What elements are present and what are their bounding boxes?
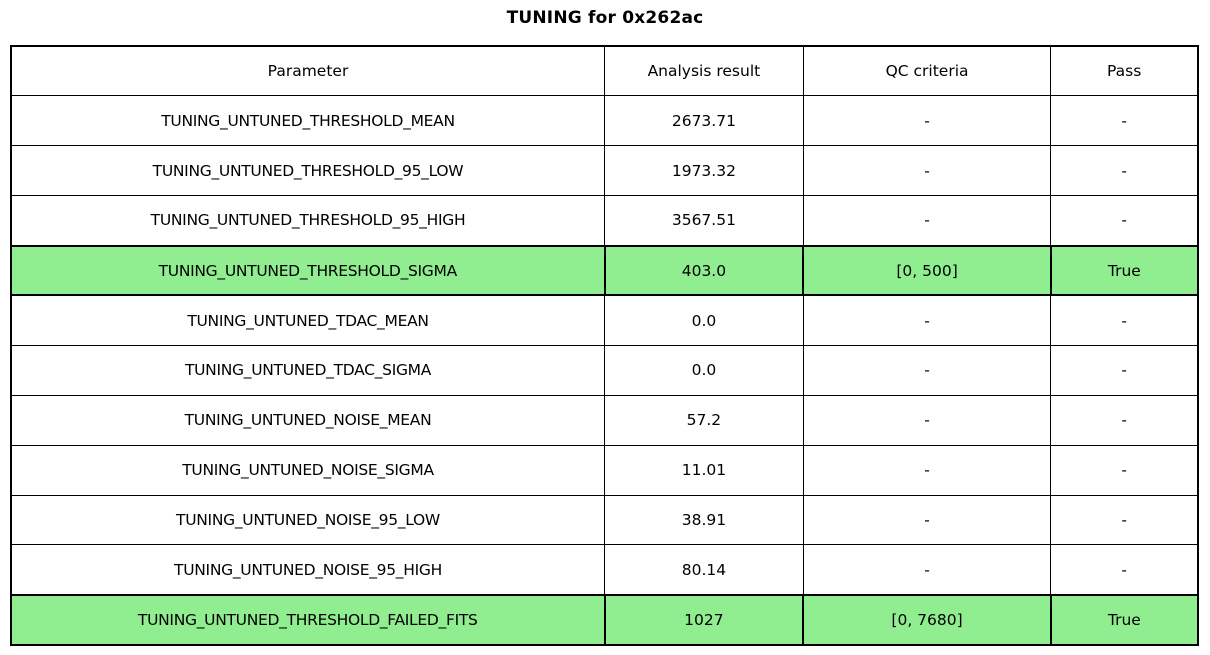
pass-cell: -: [1050, 494, 1199, 546]
analysis-result-cell: 3567.51: [604, 195, 804, 247]
column-header-pass: Pass: [1050, 45, 1199, 97]
qc-criteria-cell: [0, 7680]: [802, 593, 1052, 646]
parameter-cell: TUNING_UNTUNED_THRESHOLD_95_HIGH: [10, 195, 605, 247]
pass-cell: True: [1049, 244, 1200, 297]
parameter-cell: TUNING_UNTUNED_NOISE_MEAN: [10, 394, 605, 446]
table-row: TUNING_UNTUNED_THRESHOLD_95_HIGH 3567.51…: [10, 195, 1199, 247]
pass-cell: -: [1050, 95, 1199, 147]
header-row: Parameter Analysis result QC criteria Pa…: [10, 45, 1199, 97]
parameter-cell: TUNING_UNTUNED_NOISE_SIGMA: [10, 444, 605, 496]
pass-cell: -: [1050, 145, 1199, 197]
analysis-result-cell: 1027: [603, 593, 805, 646]
qc-criteria-cell: -: [802, 544, 1052, 596]
table-row: TUNING_UNTUNED_NOISE_95_HIGH 80.14 - -: [10, 544, 1199, 596]
pass-cell: -: [1050, 444, 1199, 496]
table-header: Parameter Analysis result QC criteria Pa…: [10, 45, 1199, 97]
table-body: TUNING_UNTUNED_THRESHOLD_MEAN 2673.71 - …: [10, 95, 1200, 646]
pass-cell: -: [1050, 344, 1199, 396]
table-row: TUNING_UNTUNED_THRESHOLD_SIGMA 403.0 [0,…: [10, 244, 1200, 297]
qc-criteria-cell: [0, 500]: [802, 244, 1052, 297]
qc-table: Parameter Analysis result QC criteria Pa…: [10, 45, 1200, 646]
analysis-result-cell: 0.0: [604, 344, 804, 396]
table-row: TUNING_UNTUNED_THRESHOLD_MEAN 2673.71 - …: [10, 95, 1199, 147]
analysis-result-cell: 2673.71: [604, 95, 804, 147]
analysis-result-cell: 80.14: [604, 544, 804, 596]
qc-criteria-cell: -: [802, 494, 1052, 546]
qc-criteria-cell: -: [802, 95, 1052, 147]
table-row: TUNING_UNTUNED_NOISE_MEAN 57.2 - -: [10, 394, 1199, 446]
pass-cell: True: [1049, 593, 1200, 646]
column-header-qc-criteria: QC criteria: [802, 45, 1052, 97]
parameter-cell: TUNING_UNTUNED_THRESHOLD_MEAN: [10, 95, 605, 147]
analysis-result-cell: 11.01: [604, 444, 804, 496]
analysis-result-cell: 0.0: [604, 294, 804, 346]
analysis-result-cell: 403.0: [603, 244, 805, 297]
parameter-cell: TUNING_UNTUNED_NOISE_95_LOW: [10, 494, 605, 546]
parameter-cell: TUNING_UNTUNED_THRESHOLD_95_LOW: [10, 145, 605, 197]
parameter-cell: TUNING_UNTUNED_NOISE_95_HIGH: [10, 544, 605, 596]
analysis-result-cell: 1973.32: [604, 145, 804, 197]
qc-criteria-cell: -: [802, 344, 1052, 396]
parameter-cell: TUNING_UNTUNED_TDAC_SIGMA: [10, 344, 605, 396]
qc-criteria-cell: -: [802, 145, 1052, 197]
pass-cell: -: [1050, 294, 1199, 346]
pass-cell: -: [1050, 394, 1199, 446]
analysis-result-cell: 57.2: [604, 394, 804, 446]
qc-criteria-cell: -: [802, 394, 1052, 446]
analysis-result-cell: 38.91: [604, 494, 804, 546]
pass-cell: -: [1050, 544, 1199, 596]
table-row: TUNING_UNTUNED_THRESHOLD_FAILED_FITS 102…: [10, 593, 1200, 646]
parameter-cell: TUNING_UNTUNED_THRESHOLD_FAILED_FITS: [10, 593, 606, 646]
qc-criteria-cell: -: [802, 444, 1052, 496]
parameter-cell: TUNING_UNTUNED_TDAC_MEAN: [10, 294, 605, 346]
table-row: TUNING_UNTUNED_THRESHOLD_95_LOW 1973.32 …: [10, 145, 1199, 197]
qc-criteria-cell: -: [802, 195, 1052, 247]
page-title: TUNING for 0x262ac: [506, 8, 704, 28]
column-header-analysis-result: Analysis result: [604, 45, 804, 97]
pass-cell: -: [1050, 195, 1199, 247]
table-row: TUNING_UNTUNED_NOISE_SIGMA 11.01 - -: [10, 444, 1199, 496]
table-row: TUNING_UNTUNED_NOISE_95_LOW 38.91 - -: [10, 494, 1199, 546]
parameter-cell: TUNING_UNTUNED_THRESHOLD_SIGMA: [10, 244, 606, 297]
table-row: TUNING_UNTUNED_TDAC_MEAN 0.0 - -: [10, 294, 1199, 346]
column-header-parameter: Parameter: [10, 45, 605, 97]
table-row: TUNING_UNTUNED_TDAC_SIGMA 0.0 - -: [10, 344, 1199, 396]
qc-criteria-cell: -: [802, 294, 1052, 346]
